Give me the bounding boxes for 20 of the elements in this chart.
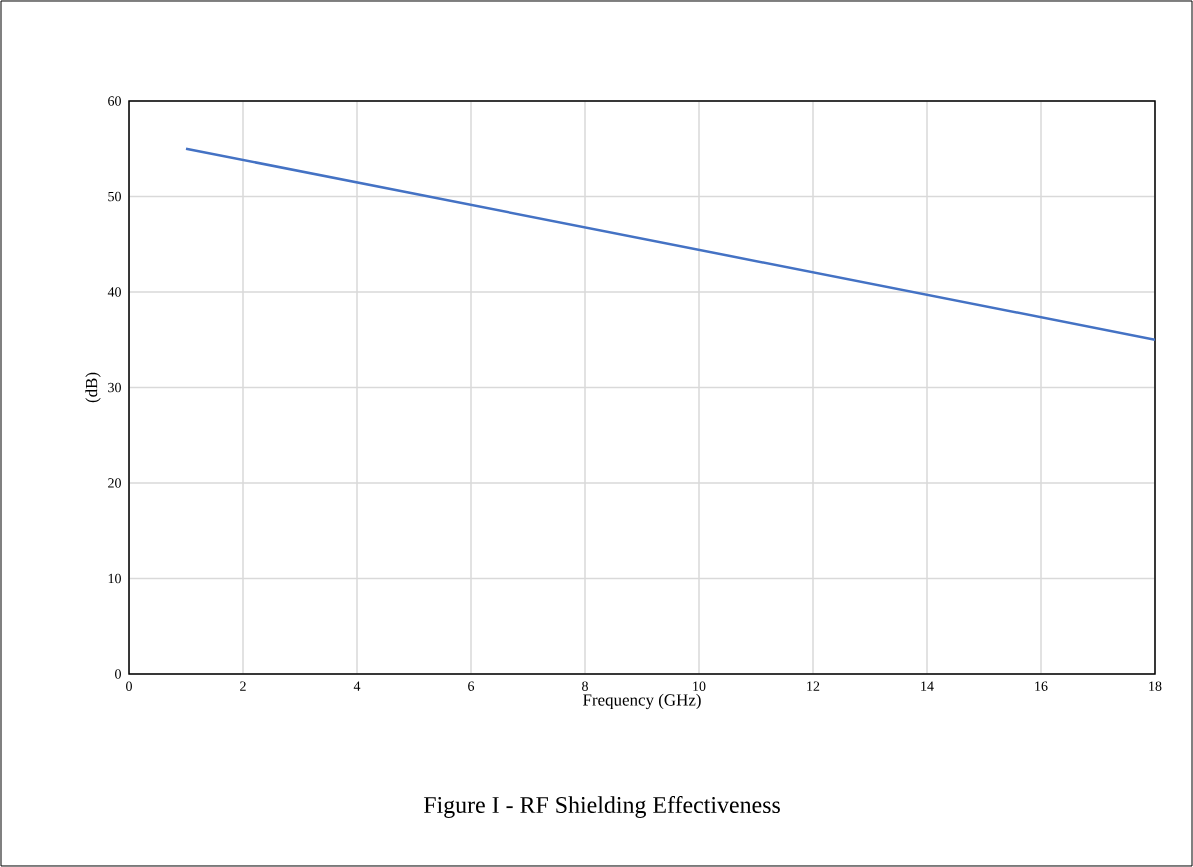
y-tick-label: 10 — [108, 573, 121, 584]
y-tick-label: 40 — [107, 287, 121, 297]
x-tick-label: 2 — [240, 681, 246, 691]
y-tick-label: 0 — [115, 669, 121, 679]
x-tick-label: 16 — [1035, 681, 1048, 691]
x-tick-label: 4 — [353, 681, 361, 691]
x-tick-label: 12 — [807, 681, 820, 691]
y-tick-label: 20 — [108, 478, 121, 488]
x-tick-label: 10 — [693, 681, 706, 691]
y-tick-label: 50 — [108, 191, 121, 202]
x-tick-label: 8 — [582, 681, 588, 691]
y-tick-label: 60 — [108, 96, 121, 106]
x-tick-label: 0 — [126, 681, 132, 691]
x-tick-label: 14 — [921, 681, 934, 691]
x-tick-label: 6 — [468, 681, 475, 691]
y-tick-label: 30 — [108, 382, 121, 393]
y-axis-title: (dB) — [85, 372, 101, 403]
x-tick-label: 18 — [1149, 681, 1162, 691]
x-axis-title: Frequency (GHz) — [583, 693, 701, 710]
text: Figure I - RF Shielding Effectiveness — [423, 795, 780, 818]
